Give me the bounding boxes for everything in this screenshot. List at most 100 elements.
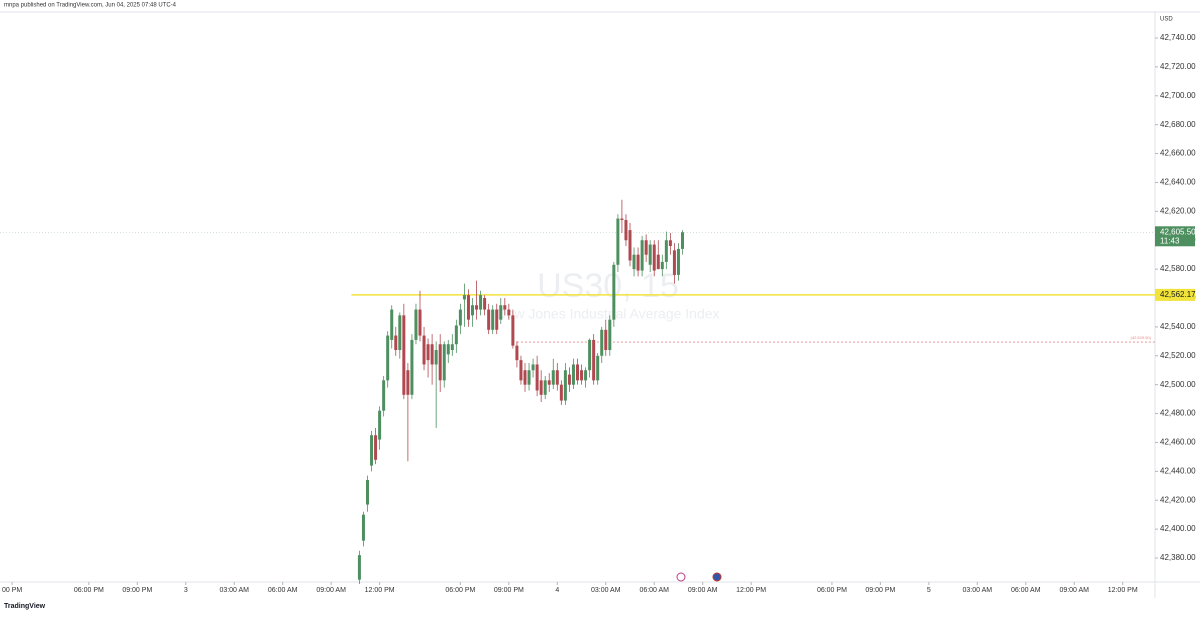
x-tick-label: 06:00 AM	[268, 587, 298, 594]
x-tick-label: 06:00 AM	[1011, 587, 1041, 594]
candle-body	[491, 309, 495, 330]
y-tick-label: 42,400.00	[1160, 524, 1196, 533]
x-tick-label: 12:00 PM	[1108, 587, 1138, 594]
candle-body	[406, 370, 410, 395]
candle-body	[640, 240, 644, 271]
y-tick-label: 42,740.00	[1160, 33, 1196, 42]
x-tick-label: 03:00 AM	[219, 587, 249, 594]
candle-body	[402, 315, 406, 395]
candle-body	[596, 355, 600, 381]
candle-body	[519, 360, 523, 381]
x-tick-label: 03:00 AM	[963, 587, 993, 594]
candle-body	[466, 295, 470, 320]
candle-body	[648, 244, 652, 265]
candle-body	[483, 298, 487, 310]
candle-body	[426, 344, 430, 361]
y-tick-label: 42,420.00	[1160, 495, 1196, 504]
event-icon[interactable]	[676, 572, 686, 582]
candle-body	[434, 350, 438, 365]
candle-body	[361, 514, 365, 541]
x-tick-label: 4	[555, 587, 559, 594]
x-tick-label: 09:00 PM	[865, 587, 895, 594]
y-tick-label: 42,540.00	[1160, 322, 1196, 331]
currency: USD	[1160, 17, 1173, 23]
last-price-box	[1155, 226, 1195, 247]
y-tick-label: 42,640.00	[1160, 178, 1196, 187]
candle-body	[660, 261, 664, 270]
candle-body	[628, 230, 632, 261]
candle-body	[664, 240, 668, 262]
candle-body	[422, 335, 426, 365]
candle-body	[523, 370, 527, 385]
candle-body	[479, 295, 483, 310]
candle-body	[580, 370, 584, 381]
candle-body	[616, 218, 620, 265]
candle-body	[632, 254, 636, 270]
candle-body	[515, 345, 519, 361]
x-tick-label: 06:00 PM	[74, 587, 104, 594]
y-tick-label: 42,720.00	[1160, 62, 1196, 71]
y-tick-label: 42,580.00	[1160, 264, 1196, 273]
candle-body	[446, 344, 450, 355]
x-tick-label: 09:00 PM	[122, 587, 152, 594]
y-tick-label: 42,520.00	[1160, 351, 1196, 360]
candle-body	[487, 309, 491, 330]
candle-body	[499, 305, 503, 320]
candle-body	[394, 335, 398, 351]
candle-body	[612, 264, 616, 320]
logo: TradingView	[4, 603, 46, 610]
countdown-label: 11:43	[1160, 236, 1180, 245]
candle-body	[357, 555, 361, 580]
candle-body	[620, 218, 624, 221]
candle-body	[374, 435, 378, 460]
candle-body	[535, 364, 539, 391]
candle-body	[414, 309, 418, 340]
candle-body	[543, 380, 547, 395]
y-tick-label: 42,500.00	[1160, 380, 1196, 389]
candle-body	[676, 248, 680, 275]
candle-body	[563, 370, 567, 401]
candle-body	[567, 374, 571, 385]
candle-body	[592, 339, 596, 381]
candle-body	[507, 309, 511, 316]
candle-body	[652, 244, 656, 271]
y-tick-label: 42,700.00	[1160, 91, 1196, 100]
x-tick-label: 12:00 PM	[736, 587, 766, 594]
candle-body	[495, 309, 499, 330]
candle-body	[656, 254, 660, 270]
candle-body	[390, 309, 394, 340]
y-tick-label: 42,460.00	[1160, 438, 1196, 447]
x-tick-label: 00 PM	[2, 587, 22, 594]
candle-body	[450, 344, 454, 351]
candle-body	[624, 220, 628, 241]
candle-body	[382, 380, 386, 411]
candle-body	[571, 364, 575, 385]
candle-body	[503, 305, 507, 310]
candle-body	[604, 329, 608, 351]
candle-body	[531, 364, 535, 371]
candle-body	[366, 480, 369, 505]
y-tick-label: 42,440.00	[1160, 466, 1196, 475]
event-flag-icon[interactable]	[712, 572, 722, 582]
y-tick-label: 42,680.00	[1160, 120, 1196, 129]
x-tick-label: 09:00 PM	[494, 587, 524, 594]
price-line-label: (42,529.50)	[1131, 335, 1152, 340]
candle-body	[636, 254, 640, 271]
candle-body	[600, 329, 604, 356]
x-tick-label: 06:00 PM	[445, 587, 475, 594]
y-tick-label: 42,660.00	[1160, 149, 1196, 158]
x-tick-label: 03:00 AM	[591, 587, 621, 594]
x-tick-label: 09:00 AM	[688, 587, 718, 594]
candle-body	[471, 305, 474, 316]
y-tick-label: 42,480.00	[1160, 409, 1196, 418]
watermark-subtitle: Dow Jones Industrial Average Index	[496, 306, 719, 322]
candle-body	[539, 380, 543, 395]
candle-body	[386, 335, 390, 381]
candle-body	[462, 295, 466, 300]
y-tick-label: 42,380.00	[1160, 553, 1196, 562]
price-line-label: 42,562.17	[1160, 290, 1196, 299]
candle-body	[551, 370, 555, 385]
x-tick-label: 09:00 AM	[316, 587, 346, 594]
candle-body	[584, 370, 588, 381]
